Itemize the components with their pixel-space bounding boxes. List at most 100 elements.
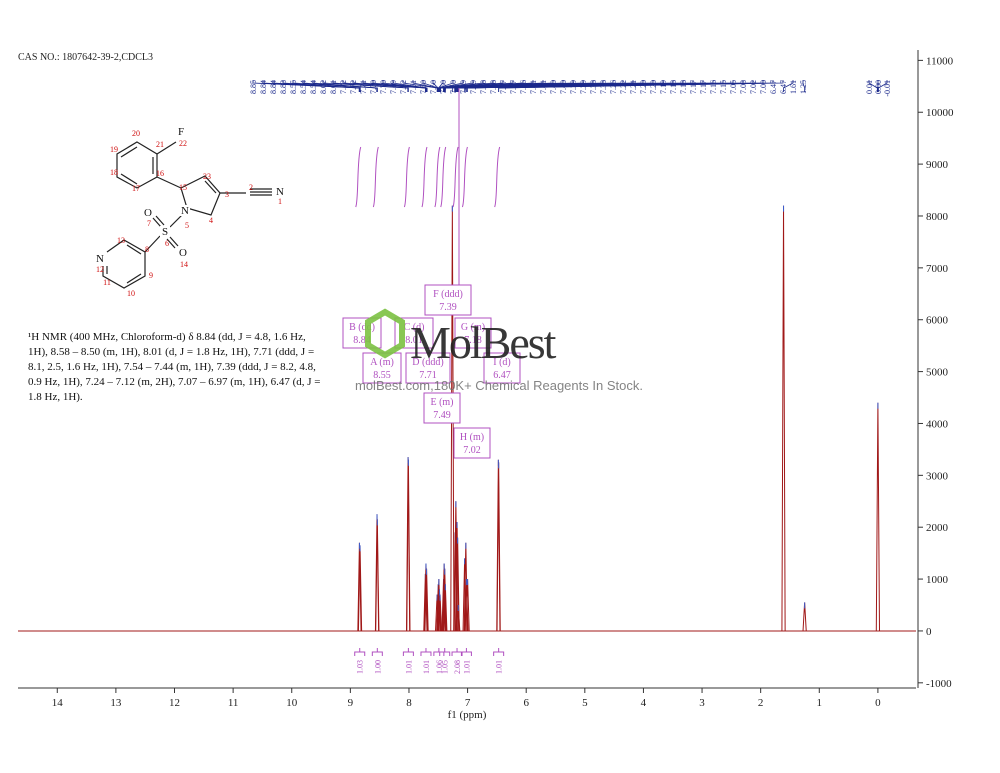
atom-bg bbox=[178, 247, 188, 258]
integral-bracket bbox=[460, 648, 472, 656]
multiplet-box bbox=[423, 392, 461, 424]
peak-label: 7.71 bbox=[359, 80, 368, 94]
peak-label: 1.61 bbox=[789, 80, 798, 94]
atom-number: 3 bbox=[225, 190, 229, 199]
y-tick-label: 7000 bbox=[926, 263, 949, 275]
y-tick-label: 0 bbox=[926, 626, 932, 638]
integral-bracket bbox=[402, 648, 414, 656]
x-tick-label: 13 bbox=[110, 697, 122, 709]
integral-curve bbox=[440, 146, 447, 208]
atom-number: 5 bbox=[185, 221, 189, 230]
multiplet-shift: 7.39 bbox=[439, 302, 457, 313]
multiplet-shift: 7.18 bbox=[464, 335, 482, 346]
atom-number: 13 bbox=[117, 236, 125, 245]
atom-label: N bbox=[181, 205, 189, 217]
y-tick-label: 1000 bbox=[926, 574, 949, 586]
bond bbox=[126, 244, 142, 255]
x-tick-label: 14 bbox=[52, 697, 64, 709]
watermark-text: molBest.com,180K+ Chemical Reagents In S… bbox=[355, 378, 643, 393]
peak-label: 8.55 bbox=[289, 80, 298, 94]
y-tick-label: 10000 bbox=[926, 107, 954, 119]
atom-number: 7 bbox=[147, 219, 151, 228]
atom-label: N bbox=[276, 186, 284, 198]
atom-number: 23 bbox=[203, 172, 211, 181]
bond bbox=[204, 180, 217, 194]
multiplet-label: F (ddd) bbox=[433, 289, 463, 300]
y-tick-label: 11000 bbox=[926, 55, 954, 67]
peak-label-line bbox=[783, 80, 794, 92]
integral-curve bbox=[434, 146, 441, 208]
peak bbox=[464, 579, 469, 631]
bond bbox=[152, 217, 162, 228]
peak-label: 7.50 bbox=[429, 80, 438, 94]
logo-text: MolBest bbox=[410, 317, 557, 368]
integral-label: 1.05 bbox=[441, 660, 450, 674]
peak-label: 8.84 bbox=[269, 80, 278, 94]
atom-number: 1 bbox=[278, 197, 282, 206]
multiplet-label: A (m) bbox=[370, 357, 394, 368]
peak-label-line bbox=[362, 80, 427, 92]
bond bbox=[155, 215, 165, 226]
integral-curve bbox=[494, 146, 501, 208]
peak-label-line bbox=[402, 80, 438, 92]
atom-number: 11 bbox=[103, 278, 111, 287]
atom-number: 22 bbox=[179, 139, 187, 148]
chart-title: CAS NO.: 1807642-39-2,CDCL3 bbox=[18, 52, 153, 63]
peak-label: 7.20 bbox=[639, 80, 648, 94]
y-tick-label: 8000 bbox=[926, 211, 949, 223]
peak-label: 7.38 bbox=[589, 80, 598, 94]
x-tick-label: 3 bbox=[699, 697, 705, 709]
integral-curve bbox=[461, 146, 468, 208]
atom-number: 17 bbox=[132, 184, 140, 193]
integral-bracket bbox=[493, 648, 505, 656]
peak-label: 8.85 bbox=[249, 80, 258, 94]
atom-bg bbox=[143, 207, 153, 218]
peak-label-line bbox=[438, 80, 474, 92]
peak-label: 7.02 bbox=[749, 80, 758, 94]
peak-label-line bbox=[802, 80, 806, 92]
peak bbox=[357, 542, 362, 631]
multiplet-shift: 8.55 bbox=[373, 370, 391, 381]
multiplet-label: I (d) bbox=[493, 357, 511, 368]
peak-label-line bbox=[498, 80, 784, 92]
y-tick-label: 2000 bbox=[926, 522, 949, 534]
pyrrole-ring bbox=[180, 175, 221, 216]
peak-label: 7.69 bbox=[389, 80, 398, 94]
y-tick-label: 9000 bbox=[926, 159, 949, 171]
peak bbox=[456, 604, 461, 631]
integral-label: 1.06 bbox=[435, 660, 444, 674]
integral-bracket bbox=[371, 648, 383, 656]
x-tick-label: 2 bbox=[758, 697, 764, 709]
nmr-description: ¹H NMR (400 MHz, Chloroform-d) δ 8.84 (d… bbox=[28, 331, 321, 403]
atom-number: 6 bbox=[165, 239, 169, 248]
peak-label-line bbox=[437, 80, 454, 92]
x-tick-label: 8 bbox=[406, 697, 412, 709]
peak-label: 1.25 bbox=[799, 80, 808, 94]
peak-label-line bbox=[382, 80, 427, 92]
multiplet-label: H (m) bbox=[460, 432, 484, 443]
peak-label: -0.01 bbox=[883, 80, 892, 97]
peak-label: 7.18 bbox=[679, 80, 688, 94]
atom-number: 4 bbox=[209, 216, 213, 225]
bond bbox=[169, 214, 183, 228]
multiplet-box bbox=[405, 352, 451, 384]
peak-label: 7.21 bbox=[629, 80, 638, 94]
peak-label-line bbox=[282, 80, 361, 92]
y-tick-label: -1000 bbox=[926, 678, 952, 690]
peak-label: 8.83 bbox=[279, 80, 288, 94]
multiplet-box bbox=[424, 284, 472, 316]
watermark-logo: MolBest bbox=[365, 308, 559, 368]
peak-label: 7.03 bbox=[739, 80, 748, 94]
peak bbox=[437, 589, 442, 631]
peak-label: 6.47 bbox=[779, 80, 788, 94]
integral-bracket bbox=[451, 648, 463, 656]
x-tick-label: 9 bbox=[348, 697, 354, 709]
integral-label: 1.03 bbox=[356, 660, 365, 674]
peak-label: 6.47 bbox=[769, 80, 778, 94]
multiplet-label: G (m) bbox=[461, 322, 485, 333]
peak-label: 8.01 bbox=[329, 80, 338, 94]
bond bbox=[166, 238, 176, 249]
atom-label: O bbox=[144, 207, 152, 219]
integral-bracket bbox=[420, 648, 432, 656]
